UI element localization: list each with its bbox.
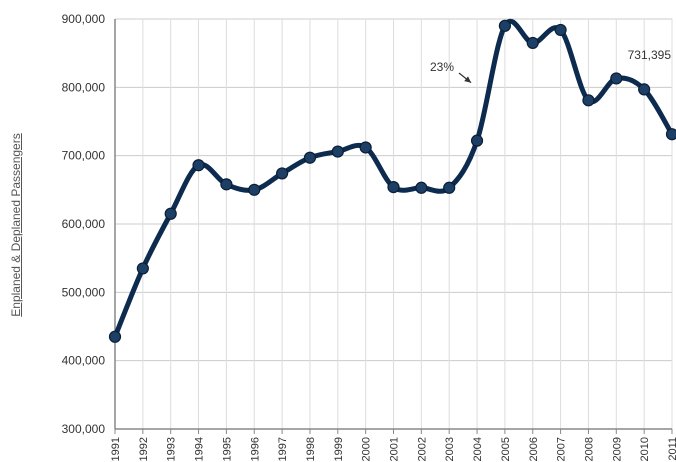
y-tick-label: 900,000 xyxy=(62,12,106,26)
y-tick-label: 400,000 xyxy=(62,354,106,368)
data-point xyxy=(554,23,567,37)
y-tick-label: 300,000 xyxy=(62,422,106,436)
x-tick-label: 2006 xyxy=(528,437,540,461)
data-point xyxy=(582,94,595,107)
x-tick-label: 1991 xyxy=(110,437,122,461)
data-point xyxy=(387,181,400,194)
x-tick-label: 1993 xyxy=(166,437,178,461)
x-tick-label: 2004 xyxy=(472,437,484,461)
grid-lines xyxy=(114,18,673,430)
annotation-arrow-head xyxy=(464,76,472,83)
y-tick-label: 800,000 xyxy=(62,80,106,94)
x-tick-label: 1995 xyxy=(221,437,233,461)
y-tick-label: 700,000 xyxy=(62,149,106,163)
data-point xyxy=(610,72,623,85)
x-tick-label: 1996 xyxy=(249,437,261,461)
x-tick-label: 2002 xyxy=(416,437,428,461)
last-value-label: 731,395 xyxy=(628,48,672,62)
data-point xyxy=(276,167,289,180)
data-point xyxy=(526,36,539,50)
x-tick-label: 2000 xyxy=(361,437,373,461)
x-tick-label: 1999 xyxy=(333,437,345,461)
annotations: 23% 731,395 xyxy=(430,48,672,84)
x-tick-label: 2001 xyxy=(389,437,401,461)
data-point xyxy=(498,19,511,32)
x-tick-label: 2003 xyxy=(444,437,456,461)
x-tick-label: 2010 xyxy=(639,437,651,461)
data-point xyxy=(415,181,428,194)
data-point xyxy=(443,181,456,194)
data-point xyxy=(220,178,233,191)
axes xyxy=(114,19,673,434)
x-tick-label: 1992 xyxy=(138,437,150,461)
growth-annotation: 23% xyxy=(430,60,454,74)
data-points xyxy=(108,19,676,343)
x-tick-label: 2005 xyxy=(500,437,512,461)
data-point xyxy=(303,151,317,164)
data-point xyxy=(359,141,372,154)
data-point xyxy=(136,262,149,275)
data-point xyxy=(470,134,484,147)
data-point xyxy=(164,207,177,220)
data-point xyxy=(665,128,676,141)
x-tick-label: 1994 xyxy=(194,437,206,461)
x-tick-label: 1998 xyxy=(305,437,317,461)
x-tick-label: 2009 xyxy=(611,437,623,461)
y-tick-label: 500,000 xyxy=(62,285,106,299)
x-tick-labels: 1991 1992 1993 1994 1995 1996 1997 1998 1999 2000… xyxy=(110,437,676,461)
data-point xyxy=(638,83,651,96)
x-tick-label: 1997 xyxy=(277,437,289,461)
x-tick-label: 2007 xyxy=(556,437,568,461)
data-point xyxy=(248,183,261,196)
data-point xyxy=(192,159,205,172)
y-tick-labels: 300,000 400,000 500,000 600,000 700,000 800,0… xyxy=(62,12,106,436)
y-tick-label: 600,000 xyxy=(62,217,106,231)
x-tick-label: 2011 xyxy=(667,437,676,461)
data-point xyxy=(331,145,344,158)
x-tick-label: 2008 xyxy=(583,437,595,461)
data-point xyxy=(108,330,122,343)
